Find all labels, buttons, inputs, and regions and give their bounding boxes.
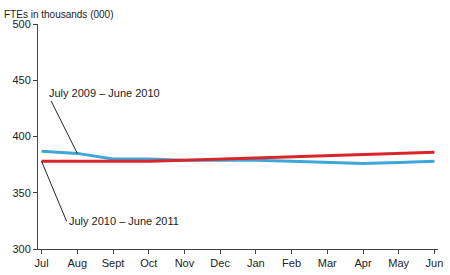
svg-text:Oct: Oct — [140, 257, 157, 269]
svg-text:450: 450 — [12, 74, 30, 86]
svg-text:Apr: Apr — [354, 257, 371, 269]
svg-text:Jun: Jun — [426, 257, 444, 269]
svg-text:Mar: Mar — [318, 257, 337, 269]
svg-text:300: 300 — [12, 243, 30, 255]
svg-text:Sept: Sept — [102, 257, 125, 269]
svg-text:Feb: Feb — [282, 257, 301, 269]
svg-text:350: 350 — [12, 187, 30, 199]
svg-text:400: 400 — [12, 130, 30, 142]
svg-text:Jan: Jan — [247, 257, 265, 269]
svg-text:Nov: Nov — [175, 257, 195, 269]
svg-text:Dec: Dec — [210, 257, 230, 269]
svg-text:July 2010 – June 2011: July 2010 – June 2011 — [69, 215, 179, 227]
svg-text:500: 500 — [12, 18, 30, 30]
svg-text:Aug: Aug — [68, 257, 88, 269]
svg-text:Jul: Jul — [35, 257, 49, 269]
svg-text:FTEs in thousands (000): FTEs in thousands (000) — [4, 9, 114, 20]
svg-text:July 2009 – June 2010: July 2009 – June 2010 — [49, 87, 160, 99]
svg-text:May: May — [388, 257, 409, 269]
